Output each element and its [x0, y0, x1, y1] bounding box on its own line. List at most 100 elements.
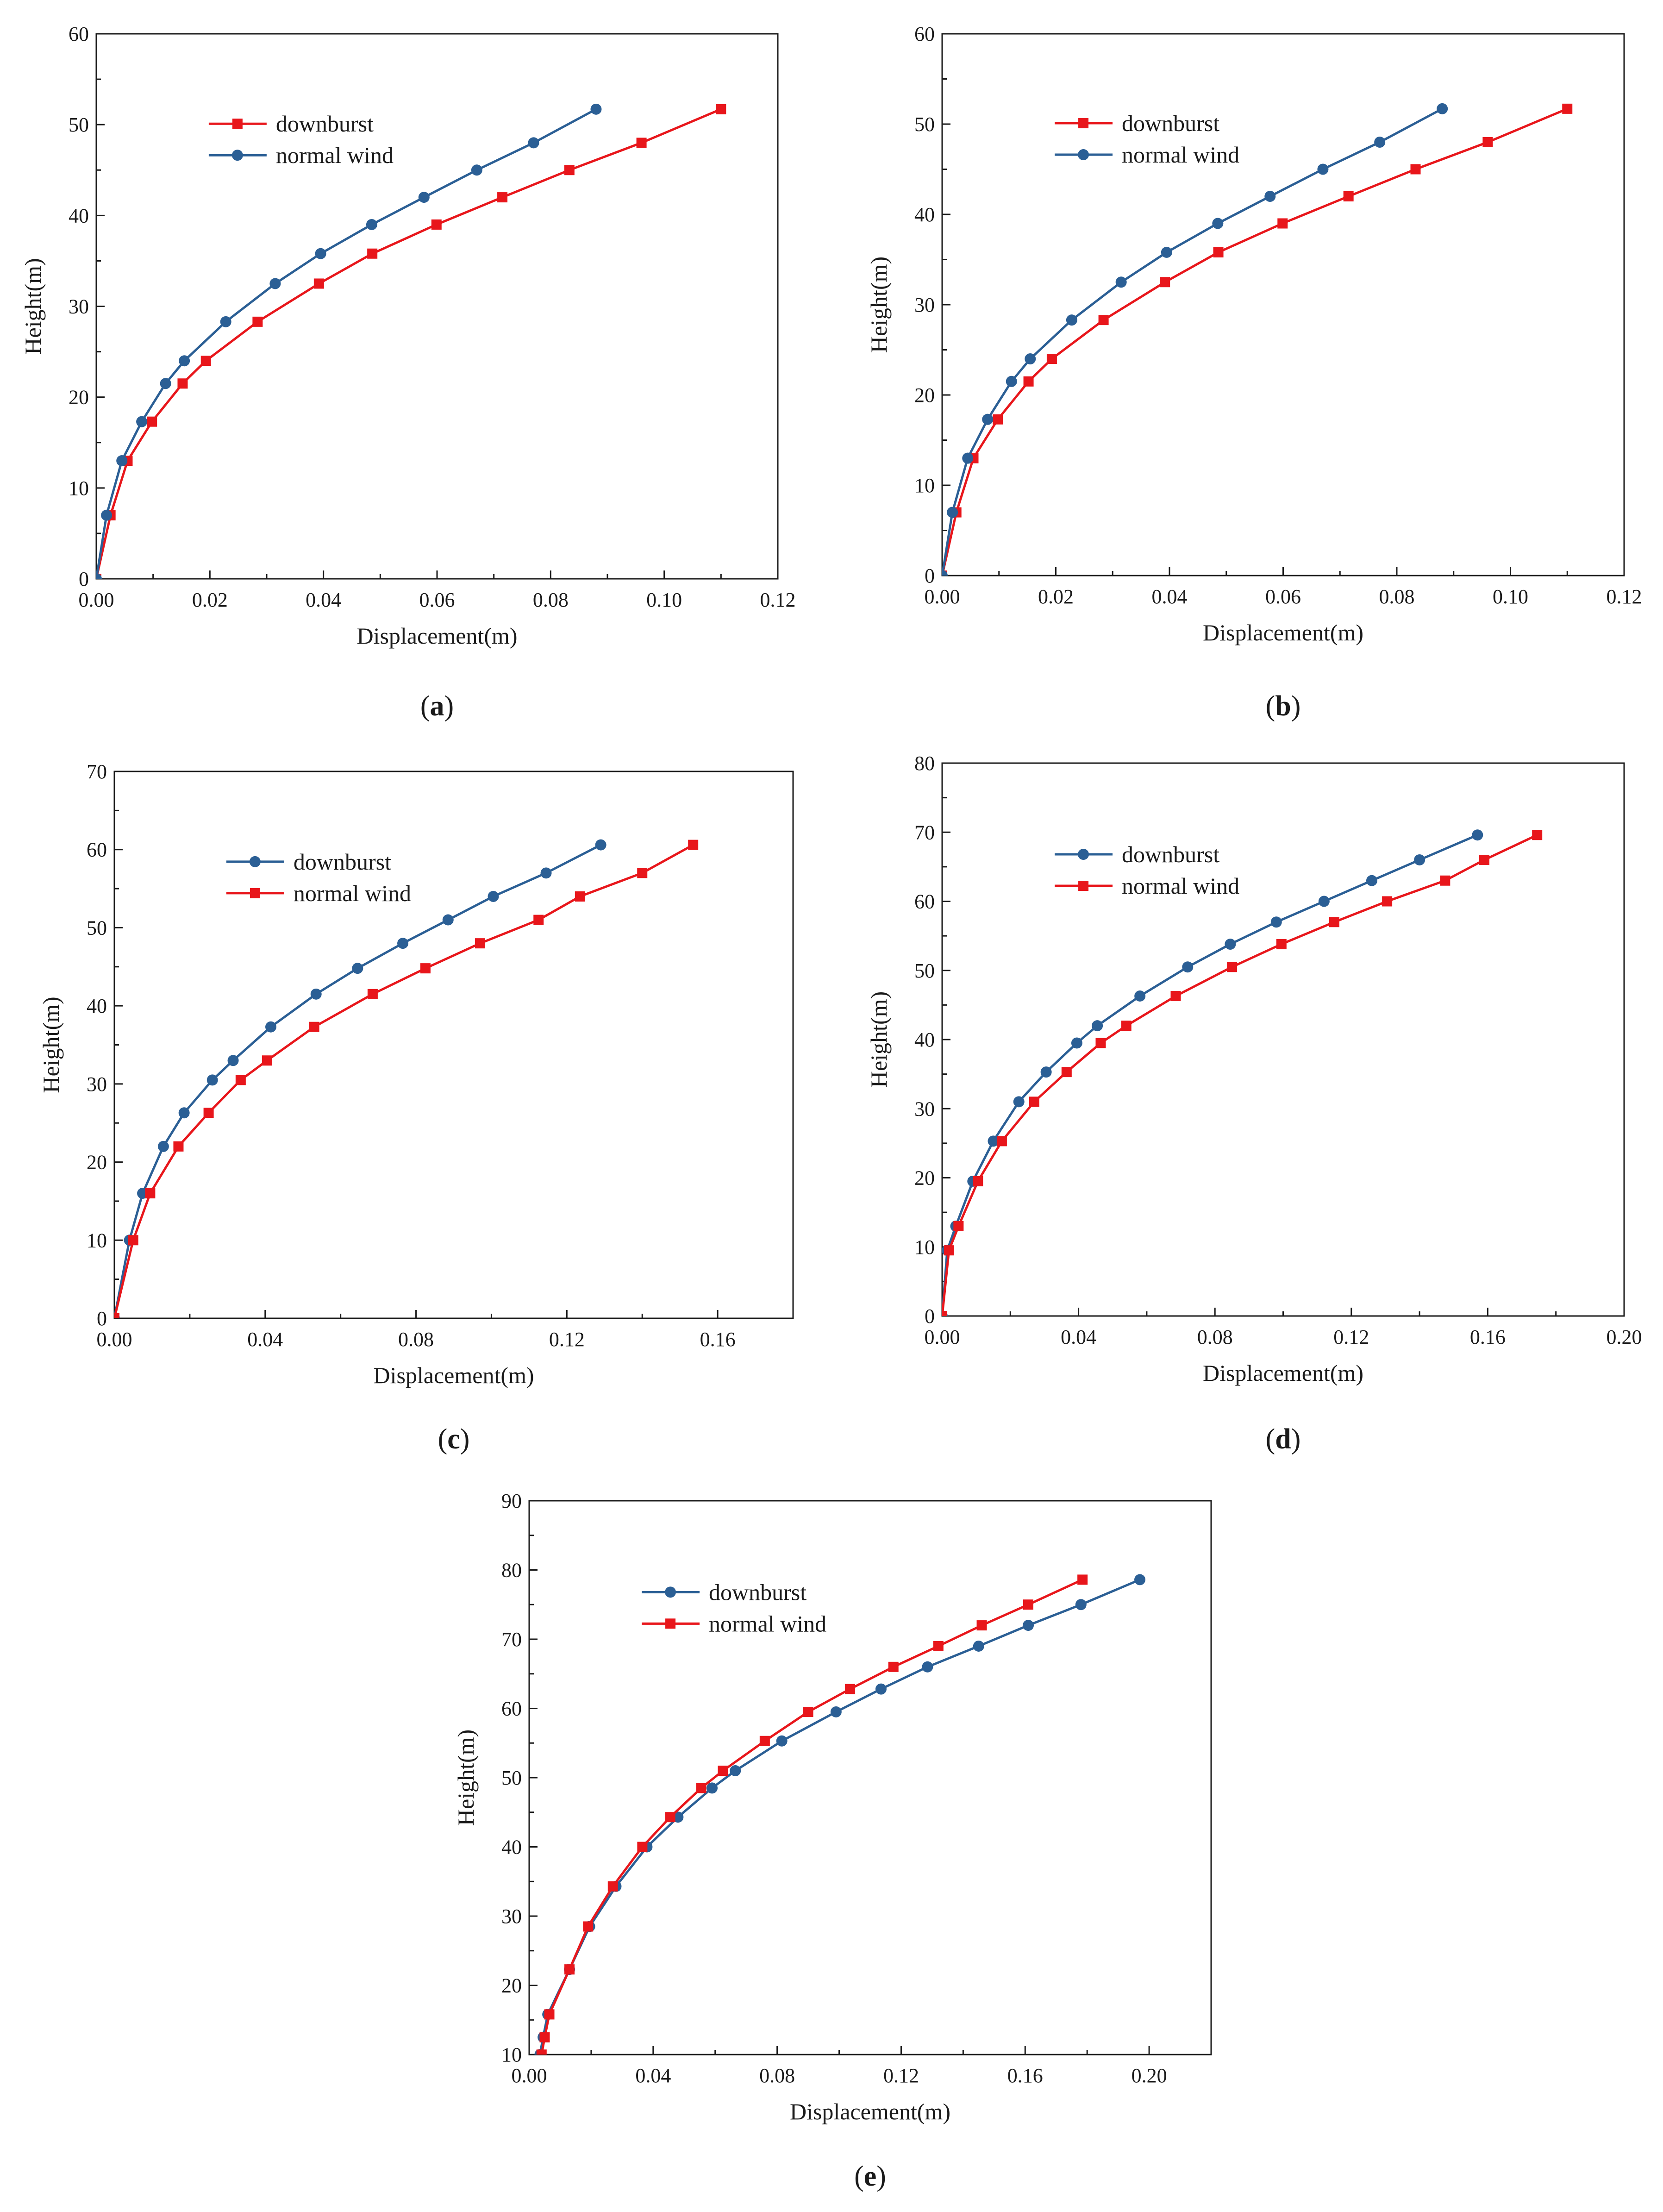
x-tick-label: 0.04	[306, 589, 341, 611]
x-tick-label: 0.16	[700, 1328, 736, 1351]
data-point	[564, 165, 575, 175]
data-point	[536, 2049, 547, 2055]
data-point	[471, 164, 482, 176]
legend-marker	[665, 1586, 676, 1598]
series-normal-wind	[96, 103, 602, 579]
data-point	[1562, 103, 1573, 114]
data-point	[1532, 830, 1543, 840]
plot-frame	[528, 1500, 1212, 2055]
series-line	[942, 107, 1568, 576]
panel-label-paren: (	[854, 2161, 864, 2192]
x-tick-label: 0.04	[247, 1328, 283, 1351]
y-tick-label: 20	[914, 384, 935, 407]
panel-label-paren: )	[460, 1423, 470, 1455]
series-line	[942, 107, 1443, 576]
data-point	[157, 1140, 169, 1152]
y-tick-label: 20	[501, 1974, 522, 1997]
legend-label: downburst	[276, 111, 374, 137]
chart-panel-b: 0.00 0.02 0.04 0.06 0.08 0.10 0.12 0 10 20 30 40 50 6…	[866, 23, 1642, 722]
data-point	[497, 192, 508, 203]
plot-frame	[941, 33, 1625, 576]
legend-marker	[231, 150, 243, 161]
series-downburst	[96, 104, 726, 579]
y-tick-label: 0	[925, 564, 935, 587]
data-point	[114, 1313, 119, 1318]
series-line	[96, 108, 722, 579]
data-point	[1170, 990, 1181, 1001]
data-point	[1121, 1021, 1132, 1031]
legend-label: downburst	[1122, 841, 1219, 867]
x-tick-label: 0.00	[79, 589, 114, 611]
panel-label-letter: c	[447, 1423, 460, 1455]
data-point	[1410, 164, 1421, 175]
data-point	[203, 1108, 214, 1118]
plot-frame	[941, 762, 1625, 1317]
x-tick-label: 0.16	[1470, 1326, 1506, 1348]
data-point	[367, 248, 378, 259]
series-downburst	[534, 1574, 1146, 2055]
data-point	[1414, 854, 1425, 865]
data-point	[1161, 246, 1172, 258]
x-axis-title: Displacement(m)	[356, 623, 517, 649]
data-point	[1134, 1574, 1146, 1585]
y-tick-label: 50	[87, 916, 107, 939]
data-point	[1029, 1097, 1039, 1107]
data-point	[539, 2032, 550, 2043]
series-downburst	[114, 839, 606, 1318]
panel-label: (b)	[1266, 690, 1301, 722]
x-tick-label: 0.02	[1038, 585, 1074, 608]
legend-label: normal wind	[276, 142, 394, 168]
data-point	[431, 219, 442, 230]
y-tick-label: 40	[69, 204, 89, 227]
series-line	[114, 844, 601, 1318]
legend-label: normal wind	[1122, 142, 1239, 168]
data-point	[177, 378, 188, 389]
data-point	[759, 1736, 770, 1746]
x-tick-label: 0.08	[398, 1328, 434, 1351]
data-point	[973, 1176, 983, 1186]
y-axis-title: Height(m)	[20, 258, 46, 354]
data-point	[160, 378, 171, 389]
data-point	[96, 573, 102, 579]
data-point	[1092, 1020, 1103, 1032]
data-point	[1046, 354, 1057, 364]
legend-marker	[1078, 149, 1089, 161]
data-point	[1025, 353, 1036, 364]
data-point	[1182, 961, 1194, 973]
data-point	[116, 455, 128, 466]
y-tick-label: 80	[501, 1559, 522, 1582]
legend-label: normal wind	[709, 1610, 826, 1636]
legend-label: downburst	[709, 1579, 806, 1605]
x-tick-label: 0.06	[1265, 585, 1301, 608]
data-point	[583, 1921, 594, 1932]
x-tick-label: 0.02	[192, 589, 228, 611]
data-point	[1022, 1620, 1034, 1631]
data-point	[988, 1135, 999, 1147]
data-point	[252, 316, 263, 327]
panel-label: (e)	[854, 2161, 886, 2192]
data-point	[665, 1812, 675, 1823]
data-point	[696, 1783, 706, 1793]
panel-label-letter: a	[430, 690, 444, 722]
y-tick-label: 30	[87, 1073, 107, 1096]
x-tick-label: 0.04	[1061, 1326, 1096, 1348]
data-point	[718, 1766, 728, 1776]
panel-label-paren: )	[876, 2161, 886, 2192]
data-point	[1264, 191, 1276, 202]
data-point	[147, 416, 157, 427]
data-point	[933, 1641, 944, 1651]
data-point	[528, 137, 539, 149]
y-tick-label: 40	[87, 995, 107, 1017]
x-tick-label: 0.10	[646, 589, 682, 611]
y-tick-label: 70	[87, 760, 107, 783]
data-point	[976, 1620, 987, 1631]
data-point	[1276, 939, 1287, 950]
x-tick-label: 0.20	[1607, 1326, 1642, 1348]
y-tick-label: 20	[69, 386, 89, 409]
y-tick-label: 20	[914, 1167, 935, 1190]
series-downburst	[942, 103, 1573, 576]
data-point	[1213, 247, 1224, 257]
series-downburst	[942, 829, 1483, 1316]
data-point	[1227, 962, 1238, 972]
data-point	[310, 988, 322, 1000]
